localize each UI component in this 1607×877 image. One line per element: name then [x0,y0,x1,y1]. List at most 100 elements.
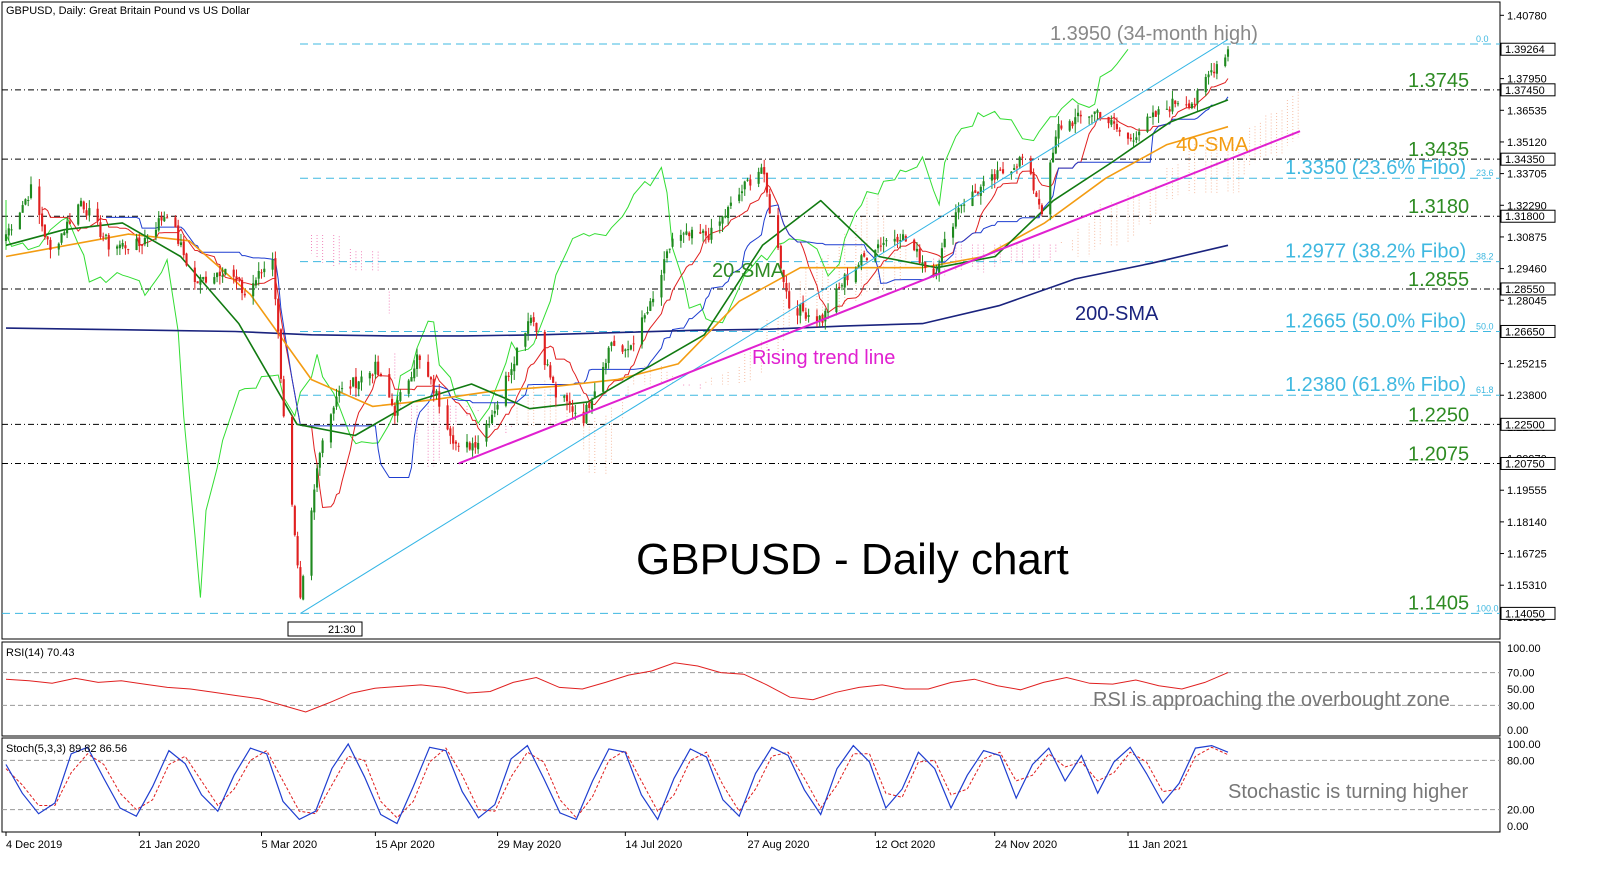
candle-body [85,210,88,216]
candle-body [468,442,471,450]
candle-body [68,221,71,224]
candle-body [1185,104,1188,106]
candle-body [718,221,721,226]
candle-body [43,224,46,238]
candle-body [915,248,919,252]
candle-body [79,200,83,207]
price-tick-label: 1.30875 [1507,232,1547,244]
price-tags: 1.39264 1.37450 1.34350 1.31800 1.28550 1.266… [1500,42,1556,620]
candle-body [602,366,605,392]
candle-body [1171,98,1174,112]
candle-body [815,316,819,322]
candle-body [1093,111,1096,114]
sma200-line [5,244,1229,337]
candle-body [63,232,66,236]
fibo-level-label: 1.2380 (61.8% Fibo) [1285,374,1466,396]
candle-body [610,342,613,346]
candle-body [510,369,513,376]
candle-body [901,234,905,241]
candle-body [640,317,644,345]
candle-body [865,258,869,261]
price-tag-box [1500,42,1556,56]
candle-body [768,194,771,214]
candle-body [604,363,607,369]
candle-body [493,410,496,414]
candle-body [82,201,85,210]
candle-body [543,332,546,366]
candle-body [1213,71,1216,74]
candle-body [729,202,732,206]
candle-body [24,199,27,205]
stoch-tick-label: 20.00 [1507,805,1535,817]
fibo-ratio-label: 50.0 [1476,321,1494,331]
candle-body [96,208,99,222]
candle-body [913,239,916,251]
candle-body [116,246,119,249]
fibo-ratio-label: 23.6 [1476,168,1494,178]
stoch-annotation: Stochastic is turning higher [1228,781,1468,803]
candle-body [1018,157,1021,167]
candle-body [1074,117,1077,125]
candle-body [418,355,421,360]
candle-body [765,172,769,193]
candle-body [1129,137,1132,140]
rsi-tick-label: 50.00 [1507,684,1535,696]
date-tick-label: 4 Dec 2019 [6,839,62,851]
rsi-line [5,662,1229,713]
fibo-ratio-label: 0.0 [1476,34,1489,44]
candle-body [993,174,996,180]
date-tick-label: 27 Aug 2020 [748,839,810,851]
rsi-series-line [5,662,1229,713]
price-tick-label: 1.33705 [1507,169,1547,181]
candle-body [704,231,707,236]
candle-body [613,340,616,346]
candle-body [1176,103,1180,105]
candle-body [938,263,941,275]
price-tick-label: 1.16725 [1507,549,1547,561]
candle-body [1071,122,1074,127]
candle-body [27,200,30,202]
candle-body [157,218,160,231]
candle-body [390,398,394,406]
candle-body [957,208,960,213]
candle-body [624,349,627,351]
candle-body [454,441,457,444]
candle-body [607,347,610,363]
candle-body [449,428,452,436]
candle-body [335,396,338,407]
fibo-level-label: 1.2665 (50.0% Fibo) [1285,310,1466,332]
candle-body [724,215,727,218]
candle-body [818,315,821,321]
candle-body [507,375,510,377]
candle-body [1088,116,1091,118]
candle-body [21,205,24,213]
price-tag-label: 1.39264 [1505,44,1545,56]
candle-body [318,453,321,468]
candle-body [452,435,455,444]
rsi-tick-label: 0.00 [1507,725,1528,737]
candle-body [488,424,491,426]
candle-body [241,279,244,294]
candle-body [66,221,69,234]
candle-body [710,227,713,240]
candle-body [652,298,655,303]
candle-body [876,244,880,249]
candle-body [238,279,241,281]
candle-body [1196,90,1199,104]
candle-body [1057,123,1060,139]
trend-annotation: Rising trend line [752,347,895,369]
candle-body [568,401,571,405]
rsi-title: RSI(14) 70.43 [6,647,74,659]
candle-body [574,412,577,414]
candle-body [299,567,302,598]
candle-body [824,310,827,322]
candle-body [746,179,749,181]
price-tick-label: 1.29460 [1507,264,1547,276]
candle-body [807,315,810,317]
date-tick-label: 12 Oct 2020 [875,839,935,851]
candle-body [1210,70,1213,73]
candle-body [921,262,924,265]
candle-body [565,395,569,402]
